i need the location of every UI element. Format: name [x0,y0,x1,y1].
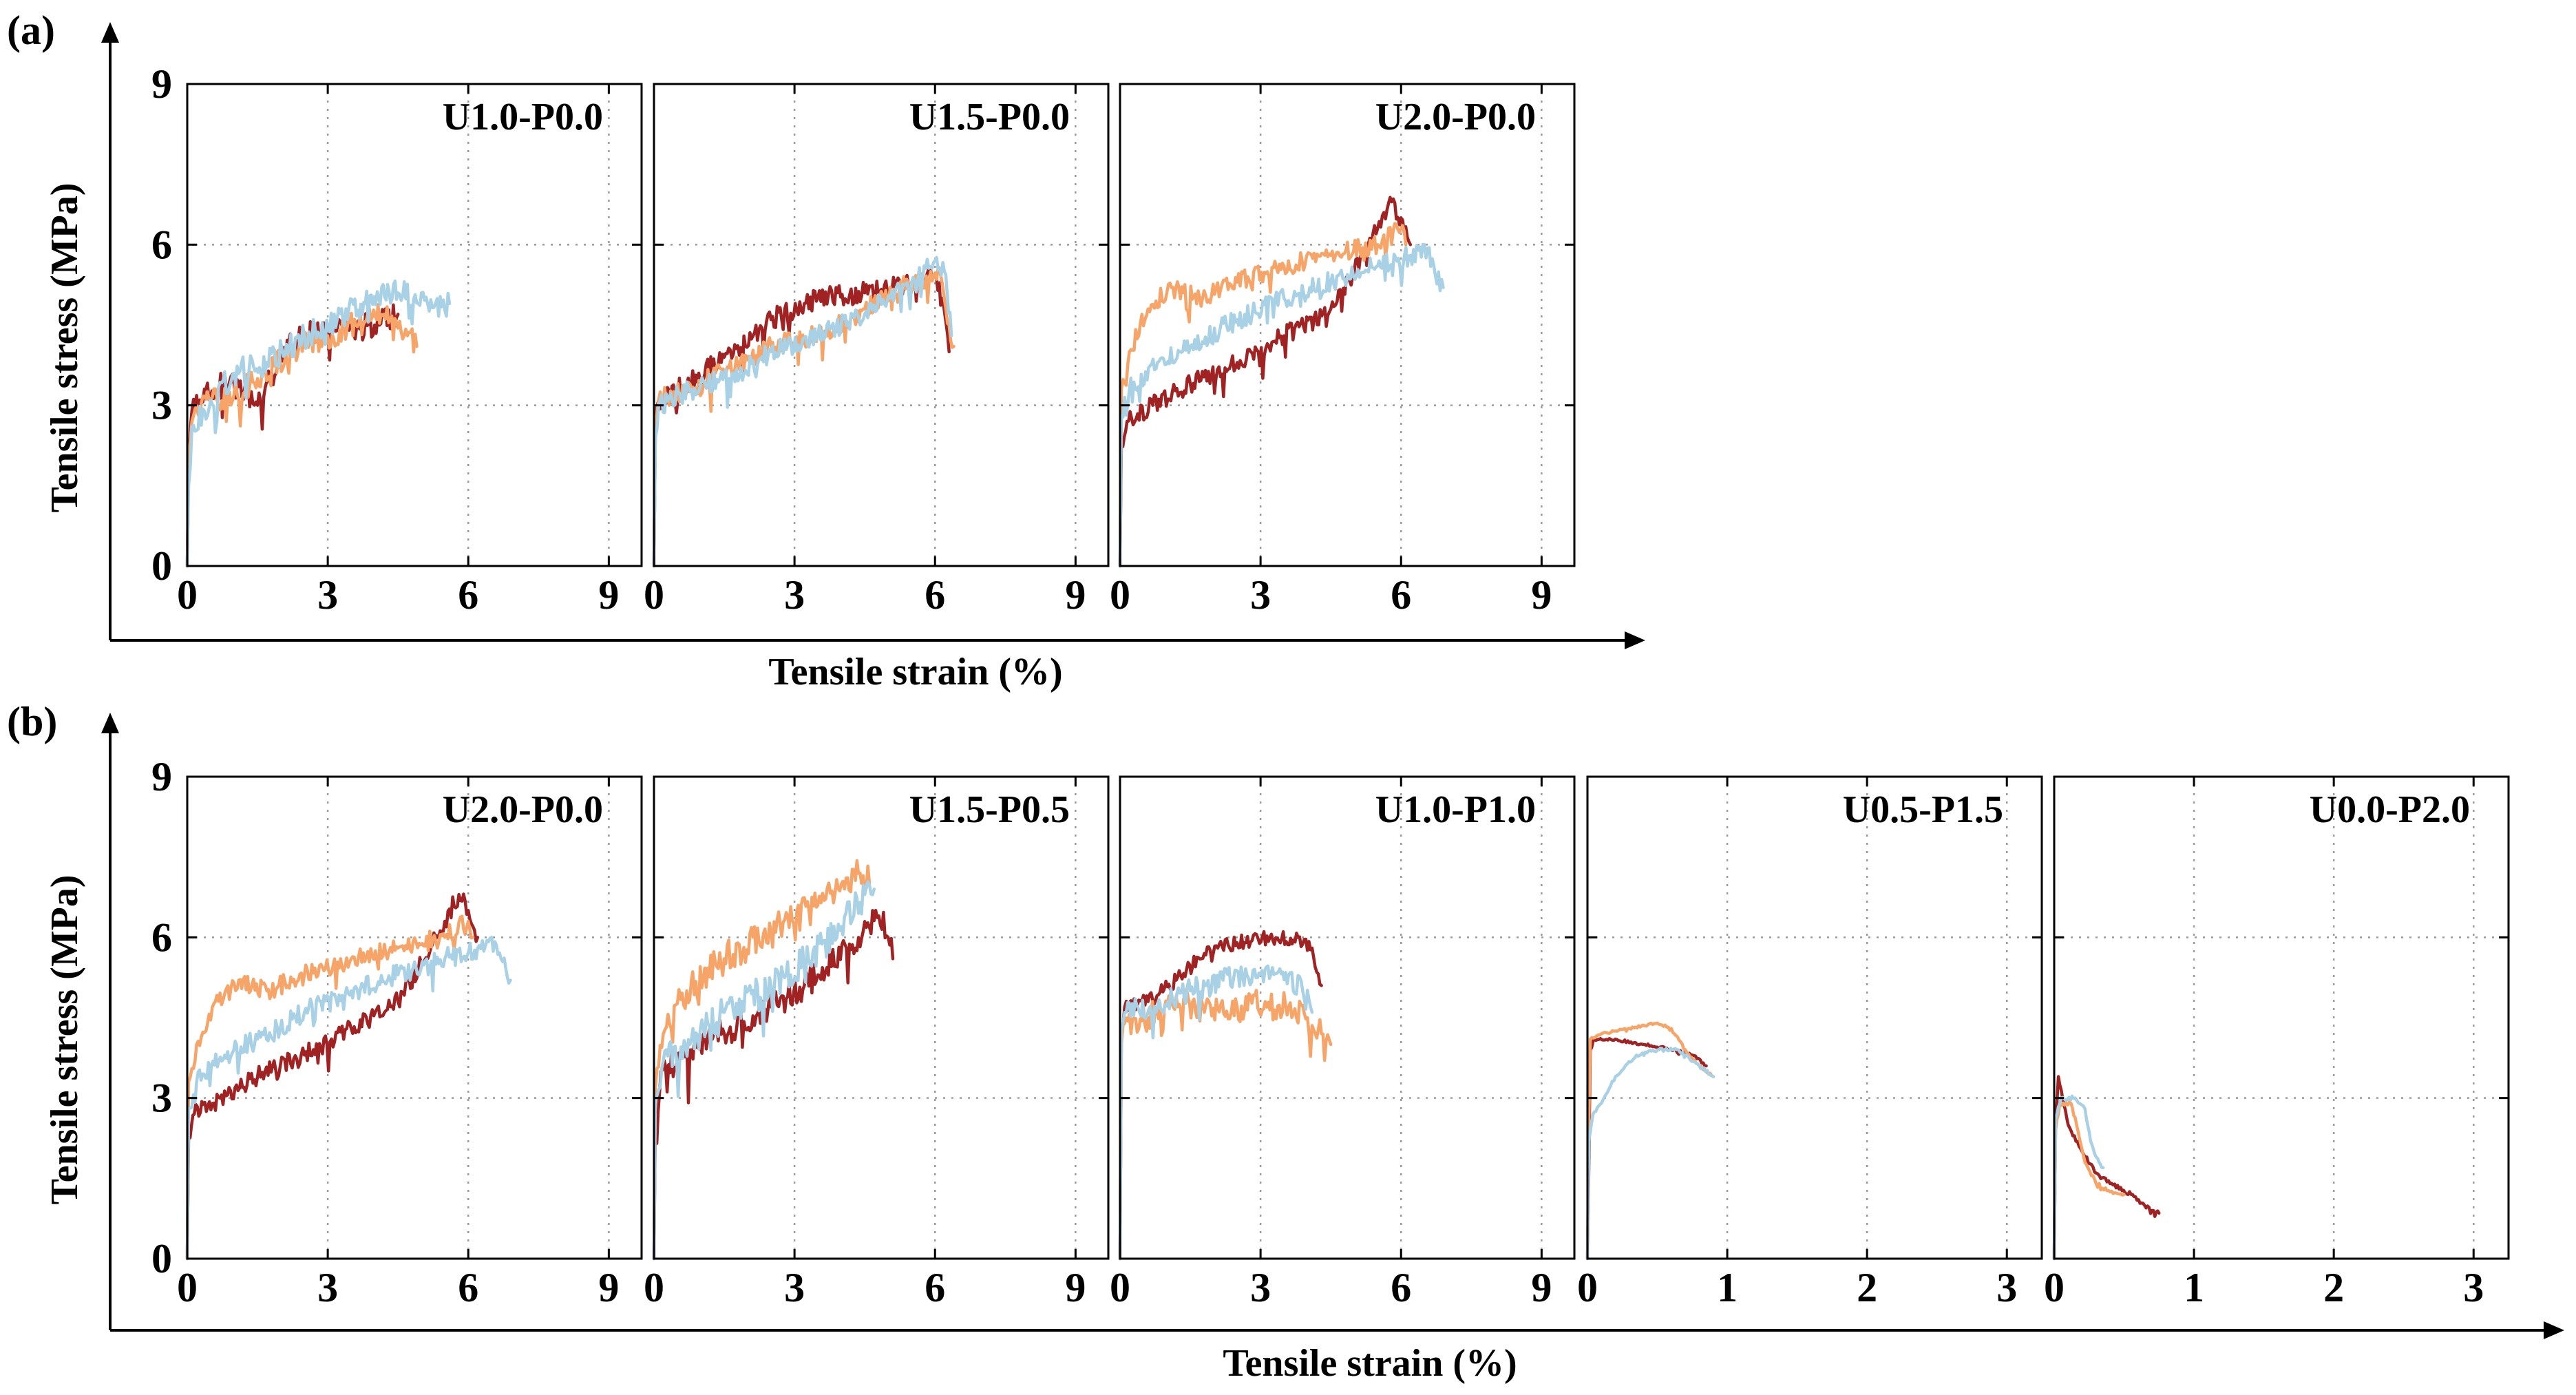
y-tick-label: 0 [151,1236,172,1281]
series-specimen_3 [652,255,953,568]
x-tick-label: 0 [1110,1265,1130,1310]
x-tick-label: 9 [598,1265,619,1310]
row-b-label: (b) [7,699,57,744]
series-specimen_2 [2052,1100,2126,1261]
series-specimen_2 [185,303,419,568]
row-a: (a) Tensile stress (MPa) Tensile strain … [7,8,1645,693]
x-tick-label: 0 [1577,1265,1598,1310]
series-specimen_2 [1118,222,1408,568]
subplot-6: 0 3 6 9 U1.0-P1.0 [1110,775,1576,1310]
x-tick-label: 3 [1250,572,1271,618]
series-specimen_1 [652,266,951,568]
row-b-y-axis-title: Tensile stress (MPa) [43,874,86,1204]
plot-frame [1119,83,1576,567]
series-specimen_3 [1585,1047,1715,1261]
series-specimen_2 [1585,1021,1715,1261]
x-tick-label: 6 [458,1265,478,1310]
y-tick-label: 6 [151,914,172,960]
subplot-3: 0 3 6 9 U2.0-P0.0 [1110,83,1576,618]
series-specimen_1 [1118,930,1323,1261]
subplot-1: 0 3 6 9 0 3 6 9 U1.0-P0.0 [151,61,643,618]
x-tick-label: 6 [458,572,478,618]
subplot-title: U2.0-P0.0 [1375,96,1536,138]
x-tick-label: 0 [644,1265,664,1310]
x-tick-label: 1 [2184,1265,2204,1310]
x-tick-label: 9 [1065,1265,1086,1310]
subplot-title: U0.0-P2.0 [2310,788,2470,831]
row-a-y-axis-arrowhead [101,22,119,43]
row-a-y-axis-title: Tensile stress (MPa) [43,182,86,512]
x-tick-label: 3 [1996,1265,2017,1310]
x-tick-label: 6 [925,1265,945,1310]
series-specimen_3 [1118,964,1314,1261]
y-tick-label: 3 [151,1076,172,1121]
series-specimen_3 [185,279,452,568]
plot-frame [1119,775,1576,1260]
x-tick-label: 1 [1717,1265,1738,1310]
x-tick-label: 3 [317,572,338,618]
row-b-x-axis-title: Tensile strain (%) [1223,1342,1517,1385]
subplot-title: U1.5-P0.0 [909,96,1070,138]
subplot-2: 0 3 6 9 U1.5-P0.0 [644,83,1110,618]
x-tick-label: 6 [1391,572,1411,618]
row-a-x-axis-arrowhead [1625,631,1645,649]
plot-frame [653,83,1110,567]
x-tick-label: 3 [784,572,805,618]
plot-frame [2053,775,2510,1260]
x-tick-label: 0 [177,1265,198,1310]
subplot-title: U1.0-P0.0 [443,96,603,138]
series-specimen_3 [185,936,512,1261]
row-a-label: (a) [7,8,55,53]
x-tick-label: 6 [1391,1265,1411,1310]
subplot-8: 0 1 2 3 U0.0-P2.0 [2044,775,2510,1310]
y-tick-label: 3 [151,383,172,428]
x-tick-label: 2 [1857,1265,1877,1310]
series-specimen_1 [185,892,480,1261]
series-specimen_2 [185,914,475,1261]
series-specimen_3 [1118,242,1445,568]
subplot-4: 0 3 6 9 0 3 6 9 U2.0-P0.0 [151,754,643,1310]
plot-frame [186,775,643,1260]
x-tick-label: 0 [2044,1265,2065,1310]
series-specimen_1 [1585,1037,1708,1261]
x-tick-label: 3 [317,1265,338,1310]
x-tick-label: 3 [2463,1265,2484,1310]
y-tick-label: 6 [151,222,172,267]
plot-frame [186,83,643,567]
subplot-title: U1.0-P1.0 [1375,788,1536,831]
plot-frame [653,775,1110,1260]
y-tick-label: 9 [151,754,172,799]
subplot-5: 0 3 6 9 U1.5-P0.5 [644,775,1110,1310]
series-specimen_2 [652,859,872,1261]
x-tick-label: 0 [1110,572,1130,618]
row-b-y-axis-arrowhead [101,713,119,733]
row-a-x-axis-title: Tensile strain (%) [768,651,1062,693]
x-tick-label: 9 [1065,572,1086,618]
series-specimen_1 [652,908,895,1261]
subplot-title: U1.5-P0.5 [909,788,1070,831]
x-tick-label: 9 [1531,1265,1552,1310]
series-specimen_1 [2052,1075,2161,1261]
y-tick-label: 0 [151,543,172,589]
subplot-7: 0 1 2 3 U0.5-P1.5 [1577,775,2043,1310]
x-tick-label: 0 [644,572,664,618]
subplot-title: U2.0-P0.0 [443,788,603,831]
x-tick-label: 3 [1250,1265,1271,1310]
x-tick-label: 9 [598,572,619,618]
y-tick-label: 9 [151,61,172,107]
x-tick-label: 0 [177,572,198,618]
x-tick-label: 9 [1531,572,1552,618]
row-b-x-axis-arrowhead [2544,1321,2564,1339]
plot-frame [1586,775,2043,1260]
series-specimen_3 [2052,1094,2105,1261]
x-tick-label: 2 [2323,1265,2344,1310]
x-tick-label: 3 [784,1265,805,1310]
row-b: (b) Tensile stress (MPa) Tensile strain … [7,699,2564,1385]
x-tick-label: 6 [925,572,945,618]
series-specimen_3 [652,880,876,1261]
subplot-title: U0.5-P1.5 [1843,788,2003,831]
